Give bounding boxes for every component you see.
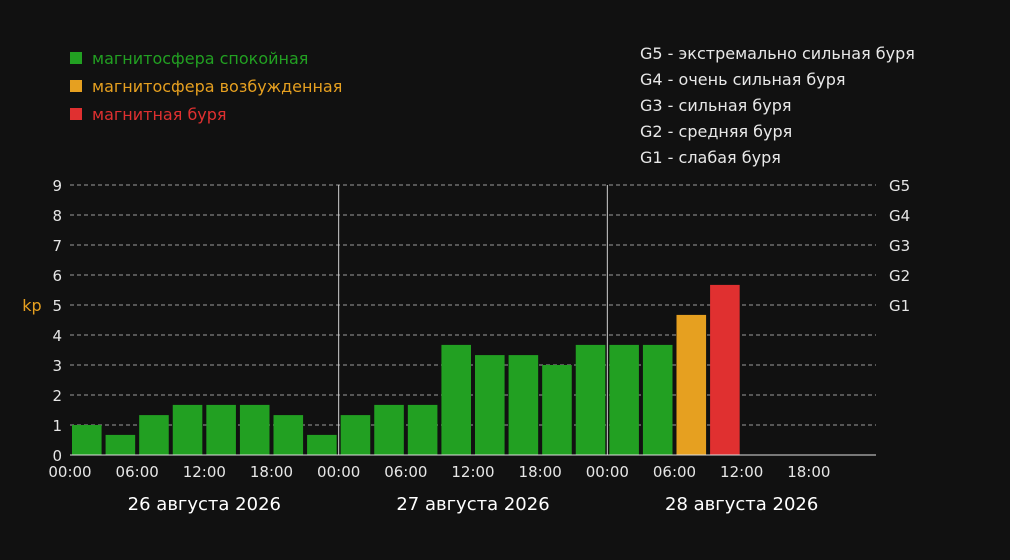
y-tick-label: 7 [52,237,62,255]
bar-12 [475,355,505,455]
legend-swatch-storm [70,108,82,120]
legend-label-calm: магнитосфера спокойная [92,48,309,68]
g-level-label: G1 [889,297,910,315]
x-tick-label: 18:00 [787,463,830,481]
legend-label-excited: магнитосфера возбужденная [92,76,343,96]
bar-5 [239,404,270,455]
bar-10 [407,404,438,455]
y-tick-label: 9 [52,177,62,195]
bar-17 [642,344,673,455]
bar-4 [206,404,236,455]
bar-14 [542,365,572,455]
bar-6 [273,415,304,455]
bar-0 [72,425,102,455]
storm-scale-legend: G5 - экстремально сильная буря G4 - очен… [640,44,915,174]
legend-item-excited: магнитосфера возбужденная [70,72,342,100]
bar-15 [575,344,606,455]
y-tick-label: 0 [52,447,62,465]
g-level-label: G3 [889,237,910,255]
x-tick-label: 12:00 [720,463,763,481]
x-tick-label: 12:00 [183,463,226,481]
day-label: 26 августа 2026 [128,494,281,515]
bar-1 [105,434,136,455]
x-tick-label: 06:00 [116,463,159,481]
g-level-label: G2 [889,267,910,285]
legend: магнитосфера спокойная магнитосфера возб… [70,44,342,128]
x-tick-label: 12:00 [451,463,494,481]
bar-16 [609,344,639,455]
bar-11 [441,344,471,455]
x-tick-label: 00:00 [48,463,91,481]
x-tick-label: 18:00 [250,463,293,481]
legend-item-calm: магнитосфера спокойная [70,44,342,72]
bar-19 [710,284,740,455]
legend-swatch-excited [70,80,82,92]
bar-18 [676,314,707,455]
y-tick-label: 4 [52,327,62,345]
bar-13 [508,355,539,455]
y-tick-label: 8 [52,207,62,225]
x-tick-label: 18:00 [519,463,562,481]
storm-scale-g1: G1 - слабая буря [640,148,781,167]
legend-label-storm: магнитная буря [92,104,227,124]
bar-7 [307,434,337,455]
storm-scale-g5: G5 - экстремально сильная буря [640,44,915,63]
storm-scale-g3: G3 - сильная буря [640,96,792,115]
x-tick-label: 06:00 [384,463,427,481]
bar-9 [374,404,404,455]
legend-item-storm: магнитная буря [70,100,342,128]
y-tick-label: 2 [52,387,62,405]
storm-scale-g4: G4 - очень сильная буря [640,70,846,89]
x-tick-label: 00:00 [317,463,360,481]
bar-8 [340,415,371,455]
day-label: 28 августа 2026 [665,494,818,515]
x-tick-label: 00:00 [586,463,629,481]
bar-3 [172,404,203,455]
storm-scale-g2: G2 - средняя буря [640,122,793,141]
legend-swatch-calm [70,52,82,64]
bar-2 [139,415,169,455]
g-level-label: G5 [889,177,910,195]
g-level-label: G4 [889,207,910,225]
y-tick-label: 6 [52,267,62,285]
day-label: 27 августа 2026 [396,494,549,515]
y-axis-label: kp [22,296,41,315]
y-tick-label: 1 [52,417,62,435]
y-tick-label: 5 [52,297,62,315]
x-tick-label: 06:00 [653,463,696,481]
y-tick-label: 3 [52,357,62,375]
